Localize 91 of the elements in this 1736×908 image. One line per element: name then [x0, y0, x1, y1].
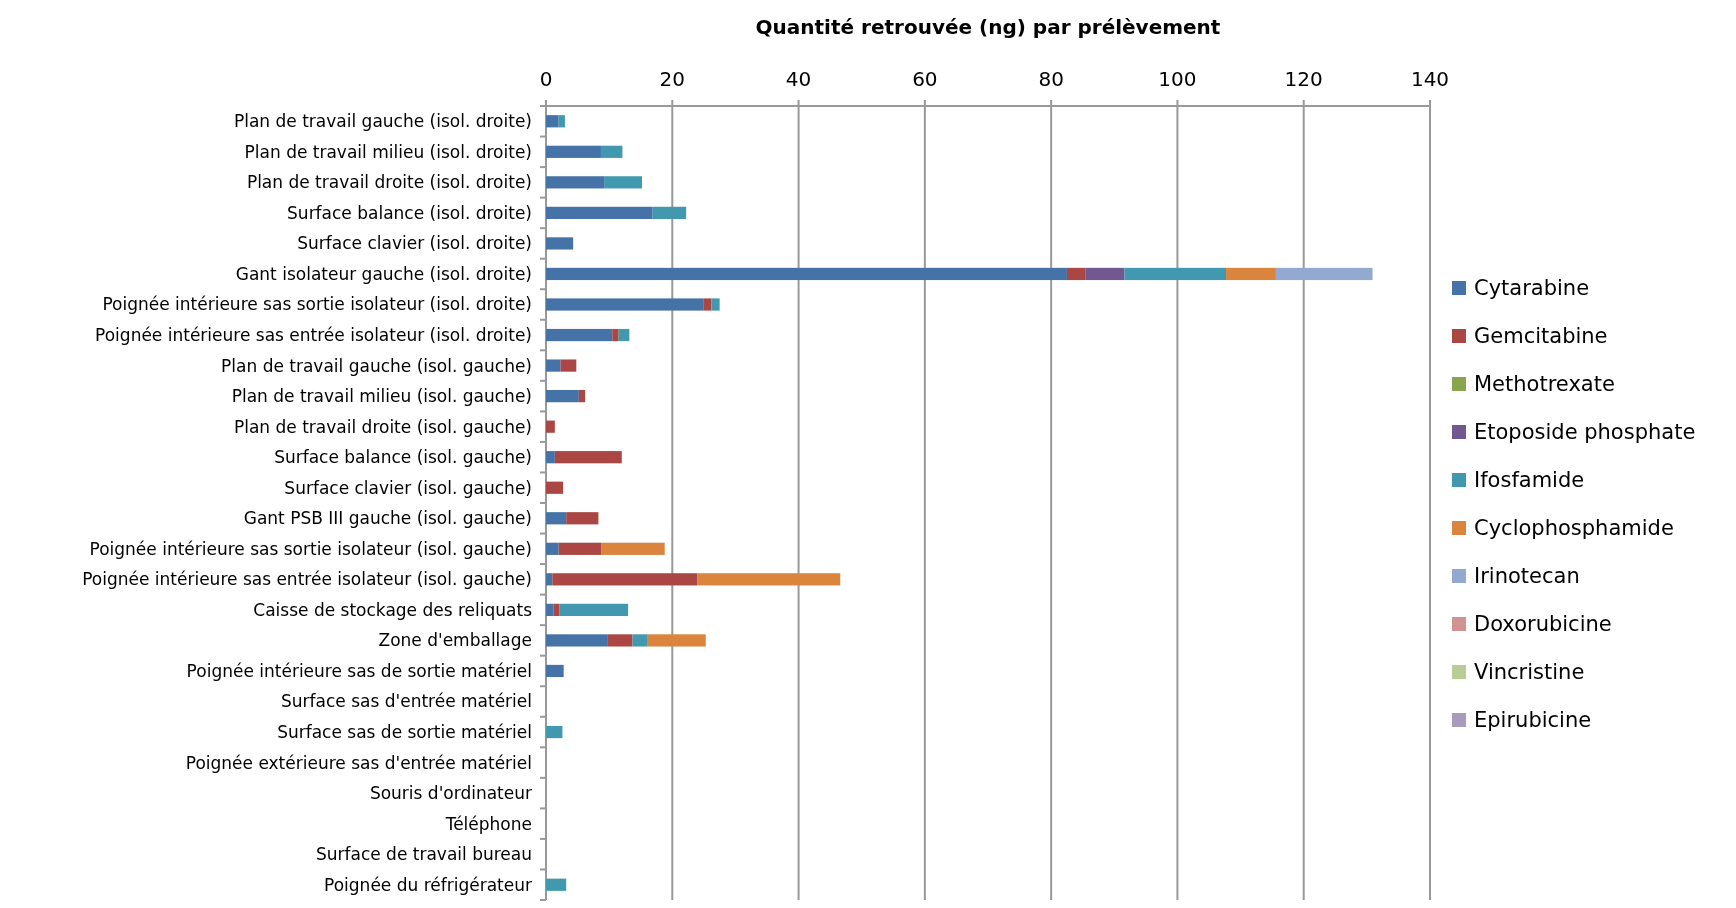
y-tick-label: Surface sas de sortie matériel [277, 721, 532, 742]
bar [703, 298, 712, 311]
bar [558, 542, 602, 555]
bar [546, 328, 613, 342]
bar [546, 267, 1067, 281]
y-tick-label: Plan de travail droite (isol. gauche) [233, 416, 532, 437]
legend-label: Ifosfamide [1474, 468, 1585, 493]
x-tick-label: 80 [1038, 67, 1064, 91]
x-tick-label: 100 [1158, 67, 1197, 91]
legend-label: Irinotecan [1474, 564, 1580, 589]
bar [546, 206, 653, 219]
bar [546, 298, 704, 311]
bar [546, 145, 601, 158]
bar [546, 390, 579, 403]
bar [652, 206, 687, 219]
y-tick-label: Plan de travail milieu (isol. gauche) [231, 386, 532, 407]
bar [546, 603, 554, 616]
y-tick-label: Gant PSB III gauche (isol. gauche) [243, 508, 532, 529]
legend-label: Etoposide phosphate [1474, 420, 1696, 445]
y-tick-label: Poignée intérieure sas sortie isolateur (isol. droite) [102, 294, 532, 315]
y-tick-label: Surface de travail bureau [315, 844, 532, 865]
y-tick-label: Poignée extérieure sas d'entrée matériel [185, 752, 532, 773]
bar [546, 359, 561, 372]
bar [552, 573, 698, 586]
y-tick-label: Gant isolateur gauche (isol. droite) [235, 263, 532, 284]
bar [604, 176, 642, 189]
y-tick-label: Surface clavier (isol. droite) [297, 233, 532, 254]
y-tick-label: Poignée intérieure sas de sortie matériel [186, 660, 532, 681]
y-tick-label: Surface sas d'entrée matériel [281, 691, 532, 712]
bar [711, 298, 720, 311]
legend-label: Cyclophosphamide [1474, 516, 1674, 541]
bar [546, 451, 555, 464]
bar [559, 603, 629, 616]
x-tick-label: 120 [1284, 67, 1323, 91]
bar [1226, 267, 1276, 281]
bar [554, 451, 622, 464]
y-tick-label: Souris d'ordinateur [369, 783, 533, 804]
bar [647, 634, 706, 647]
bar [601, 542, 665, 555]
y-tick-label: Plan de travail gauche (isol. droite) [233, 111, 532, 132]
y-tick-label: Téléphone [444, 813, 532, 834]
bar [612, 328, 619, 342]
bar [566, 512, 599, 525]
bar [546, 176, 605, 189]
bar [546, 573, 553, 586]
legend-label: Vincristine [1474, 660, 1585, 685]
bar [1085, 267, 1125, 281]
bar [1066, 267, 1086, 281]
legend-label: Epirubicine [1474, 708, 1592, 733]
bar [578, 390, 586, 403]
bar [607, 634, 633, 647]
y-tick-label: Poignée intérieure sas entrée isolateur (isol. droite) [95, 324, 532, 345]
x-tick-label: 0 [539, 67, 553, 91]
bar [546, 420, 555, 433]
bar [697, 573, 841, 586]
y-tick-label: Poignée intérieure sas entrée isolateur (isol. gauche) [82, 569, 532, 590]
legend-label: Methotrexate [1474, 372, 1615, 397]
x-tick-label: 20 [659, 67, 686, 91]
y-tick-label: Surface clavier (isol. gauche) [284, 477, 532, 498]
bar [546, 115, 559, 128]
y-tick-label: Caisse de stockage des reliquats [253, 599, 533, 620]
bar [600, 145, 623, 158]
bar [618, 328, 630, 342]
bar [546, 634, 608, 647]
bar [1275, 267, 1373, 281]
bar [546, 237, 574, 250]
legend-label: Gemcitabine [1474, 324, 1608, 349]
bar [546, 664, 564, 678]
x-tick-label: 60 [912, 67, 938, 91]
legend-label: Doxorubicine [1474, 612, 1612, 637]
y-tick-label: Plan de travail milieu (isol. droite) [244, 141, 532, 162]
x-axis-title: Quantité retrouvée (ng) par prélèvement [755, 15, 1221, 39]
bar [546, 512, 567, 525]
y-tick-label: Plan de travail droite (isol. droite) [246, 172, 532, 193]
y-tick-label: Zone d'emballage [378, 630, 532, 651]
bar [632, 634, 648, 647]
bar [546, 542, 559, 555]
x-tick-label: 140 [1410, 67, 1450, 91]
y-tick-label: Surface balance (isol. gauche) [274, 447, 532, 468]
bar [1124, 267, 1227, 281]
bar [546, 481, 564, 494]
bar [560, 359, 577, 372]
y-tick-label: Surface balance (isol. droite) [287, 202, 532, 223]
y-tick-label: Plan de travail gauche (isol. gauche) [221, 355, 532, 376]
y-tick-label: Poignée intérieure sas sortie isolateur (isol. gauche) [89, 538, 532, 559]
legend-label: Cytarabine [1474, 276, 1590, 301]
x-tick-label: 40 [785, 67, 812, 91]
bar [546, 725, 563, 739]
y-tick-label: Poignée du réfrigérateur [324, 874, 532, 895]
bar [546, 878, 567, 891]
bar [558, 115, 565, 128]
